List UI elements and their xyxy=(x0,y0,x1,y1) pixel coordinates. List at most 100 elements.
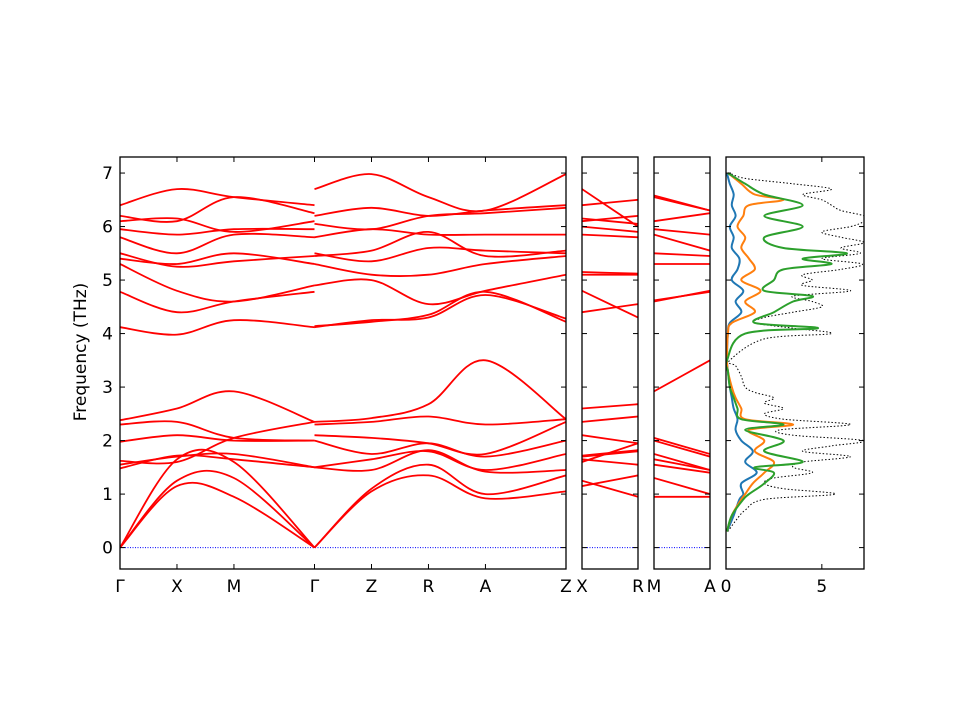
plot-area xyxy=(654,194,710,549)
phonon-band-10 xyxy=(120,290,315,314)
phonon-band-13 xyxy=(120,252,315,268)
phonon-band-4 xyxy=(120,452,315,469)
x-tick-label: A xyxy=(704,577,716,597)
phonon-band-8 xyxy=(120,390,315,423)
phonon-band-1 xyxy=(120,481,315,549)
phonon-band-17 xyxy=(120,196,315,223)
phonon-band-0 xyxy=(582,479,638,498)
phonon-band-25 xyxy=(314,415,566,426)
x-tick-label: Γ xyxy=(310,577,320,597)
phonon-band-31 xyxy=(314,230,566,258)
phonon-band-28 xyxy=(314,290,566,327)
phonon-band-2 xyxy=(654,463,710,474)
x-tick-label: 5 xyxy=(816,577,827,597)
phonon-band-14 xyxy=(120,232,315,255)
phonon-band-32 xyxy=(314,246,566,263)
x-tick-label: X xyxy=(171,577,183,597)
phonon-band-5 xyxy=(654,439,710,458)
phonon-band-13 xyxy=(654,228,710,236)
phonon-band-13 xyxy=(582,233,638,239)
phonon-band-10 xyxy=(582,303,638,314)
y-tick-label: 6 xyxy=(102,218,113,238)
phonon-band-18 xyxy=(582,188,638,228)
y-tick-label: 4 xyxy=(102,325,113,345)
phonon-band-5 xyxy=(582,442,638,463)
y-tick-label: 3 xyxy=(102,378,113,398)
y-tick-label: 5 xyxy=(102,271,113,291)
y-tick-label: 7 xyxy=(102,164,113,184)
phonon-band-6 xyxy=(654,437,710,455)
phonon-band-5 xyxy=(120,421,315,465)
x-tick-label: R xyxy=(423,577,435,597)
phonon-band-6 xyxy=(582,434,638,445)
phonon-band-16 xyxy=(654,194,710,212)
y-tick-label: 1 xyxy=(102,485,113,505)
phonon-band-9 xyxy=(582,289,638,319)
phonon-band-8 xyxy=(582,403,638,410)
x-tick-label: Z xyxy=(366,577,378,597)
x-tick-label: A xyxy=(480,577,492,597)
phonon-band-7 xyxy=(654,359,710,393)
dos-curve-2 xyxy=(726,172,795,532)
phonon-band-16 xyxy=(120,217,315,233)
x-tick-label: Γ xyxy=(115,577,125,597)
x-tick-label: Z xyxy=(560,577,572,597)
phonon-band-17 xyxy=(582,198,638,207)
x-tick-label: M xyxy=(227,577,242,597)
phonon-band-20 xyxy=(313,463,566,549)
dos-curve-3 xyxy=(726,172,848,532)
x-tick-label: 0 xyxy=(721,577,732,597)
phonon-band-15 xyxy=(582,215,638,223)
phonon-band-4 xyxy=(582,450,638,458)
dos-curve-1 xyxy=(726,172,758,532)
phonon-band-18 xyxy=(120,188,315,207)
phonon-band-0 xyxy=(120,469,316,549)
phonon-band-30 xyxy=(314,255,566,277)
phonon-band-21 xyxy=(314,449,566,474)
phonon-band-36 xyxy=(314,173,566,213)
phonon-band-4 xyxy=(654,453,710,471)
phonon-band-12 xyxy=(654,233,710,252)
phonon-band-33 xyxy=(314,228,566,239)
phonon-band-9 xyxy=(654,290,710,302)
phonon-band-27 xyxy=(314,294,566,329)
phonon-band-12 xyxy=(120,252,315,265)
phonon-band-7 xyxy=(120,420,315,442)
phonon-band-14 xyxy=(654,212,710,223)
x-tick-label: M xyxy=(647,577,662,597)
phonon-band-15 xyxy=(120,227,315,236)
x-tick-label: X xyxy=(576,577,588,597)
axes-frame xyxy=(653,156,711,570)
phonon-band-35 xyxy=(314,204,566,217)
phonon-band-1 xyxy=(582,474,638,487)
y-tick-label: 0 xyxy=(102,539,113,559)
phonon-band-34 xyxy=(314,206,566,231)
phonon-band-14 xyxy=(582,225,638,233)
plot-area xyxy=(582,188,638,549)
phonon-band-26 xyxy=(314,359,566,423)
phonon-band-2 xyxy=(582,458,638,466)
phonon-band-7 xyxy=(582,415,638,423)
axes-frame xyxy=(725,156,865,570)
phonon-band-2 xyxy=(120,448,316,549)
phonon-band-24 xyxy=(314,421,566,456)
axes-frame xyxy=(581,156,639,570)
phonon-band-11 xyxy=(654,252,710,257)
plot-area xyxy=(120,173,566,549)
x-tick-label: R xyxy=(632,577,644,597)
y-tick-label: 2 xyxy=(102,432,113,452)
phonon-band-11 xyxy=(120,263,315,303)
phonon-band-19 xyxy=(313,474,566,549)
axes-frame xyxy=(119,156,567,570)
phonon-band-12 xyxy=(582,271,638,275)
band-structure-main-panel: 0 1 2 3 4 5 6 7 Γ X M Γ Z R A Z xyxy=(102,156,572,597)
phonon-band-29 xyxy=(314,273,566,306)
plot-area xyxy=(726,172,864,532)
y-axis-label: Frequency (THz) xyxy=(71,283,91,422)
phonon-band-9 xyxy=(120,319,315,336)
phonon-band-22 xyxy=(314,450,566,471)
